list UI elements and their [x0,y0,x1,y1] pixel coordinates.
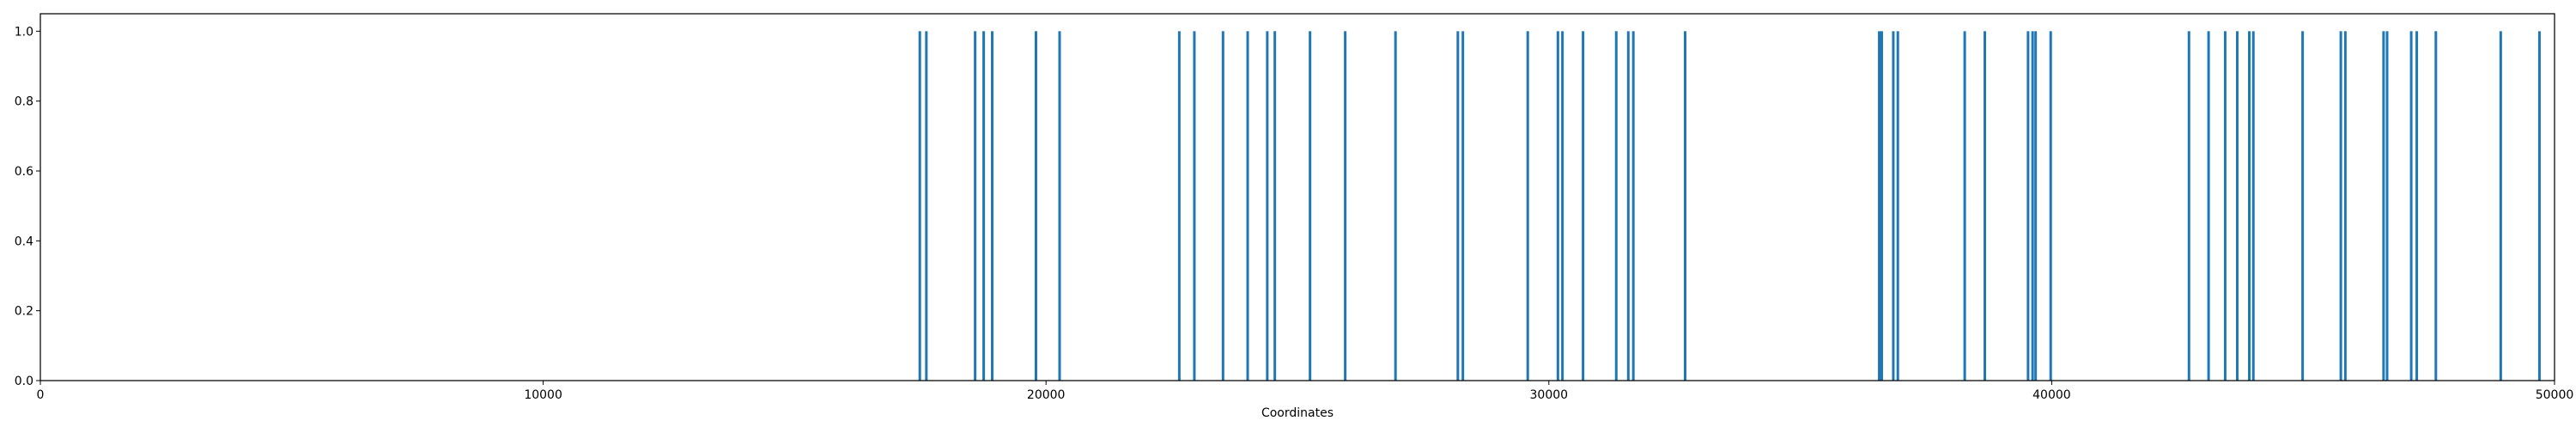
bar [925,31,928,381]
x-tick-label: 20000 [1027,388,1066,402]
y-tick-label: 0.2 [15,305,33,319]
bar [2434,31,2438,381]
bars-layer [918,31,2541,381]
bar [2187,31,2190,381]
bar [1193,31,1196,381]
bar [1344,31,1347,381]
bar [2343,31,2347,381]
x-tick-label: 0 [37,388,45,402]
bar [2034,31,2038,381]
bar [2415,31,2419,381]
y-tick-label: 0.8 [15,95,33,109]
bar [2026,31,2030,381]
plot-frame [39,13,2555,381]
bar [2409,31,2413,381]
bar [1880,31,1883,381]
bar [1461,31,1465,381]
bar [2339,31,2342,381]
y-tick-label: 0.6 [15,165,33,179]
bar [1266,31,1269,381]
bar [2235,31,2239,381]
bar [1309,31,1312,381]
bar [991,31,994,381]
bar [1058,31,1061,381]
bar [2499,31,2502,381]
bar [2301,31,2305,381]
bar [1892,31,1895,381]
bar [1456,31,1460,381]
bar [1177,31,1181,381]
bar [2207,31,2210,381]
x-tick-label: 40000 [2032,388,2071,402]
bar [2049,31,2052,381]
bar [1221,31,1224,381]
bar [2385,31,2389,381]
bar [918,31,921,381]
bar [1273,31,1277,381]
bar [982,31,986,381]
x-tick-label: 30000 [1530,388,1569,402]
bar [1034,31,1037,381]
bar [974,31,977,381]
bar [2248,31,2251,381]
y-tick-label: 0.0 [15,375,33,388]
x-tick-label: 10000 [524,388,562,402]
bar [1246,31,1249,381]
bar [1631,31,1635,381]
bar [1896,31,1899,381]
bar [1963,31,1966,381]
y-tick-label: 1.0 [15,25,33,39]
bar [1561,31,1564,381]
bar [1582,31,1585,381]
bar [1878,31,1881,381]
bar [2251,31,2255,381]
bar [2031,31,2034,381]
bar [1394,31,1397,381]
bar [1684,31,1686,381]
bar [1526,31,1529,381]
bar [2223,31,2227,381]
x-tick-label: 50000 [2536,388,2574,402]
ticks-layer: 0 10000 20000 30000 40000 50000 0.0 0.2 0.4 0.6 0.… [15,25,2574,402]
bar [1626,31,1630,381]
bar [1984,31,1987,381]
bar [2537,31,2541,381]
bar [1556,31,1559,381]
bar [1614,31,1618,381]
bar [2382,31,2385,381]
x-axis-label: Coordinates [1261,406,1334,420]
y-tick-label: 0.4 [15,235,33,248]
